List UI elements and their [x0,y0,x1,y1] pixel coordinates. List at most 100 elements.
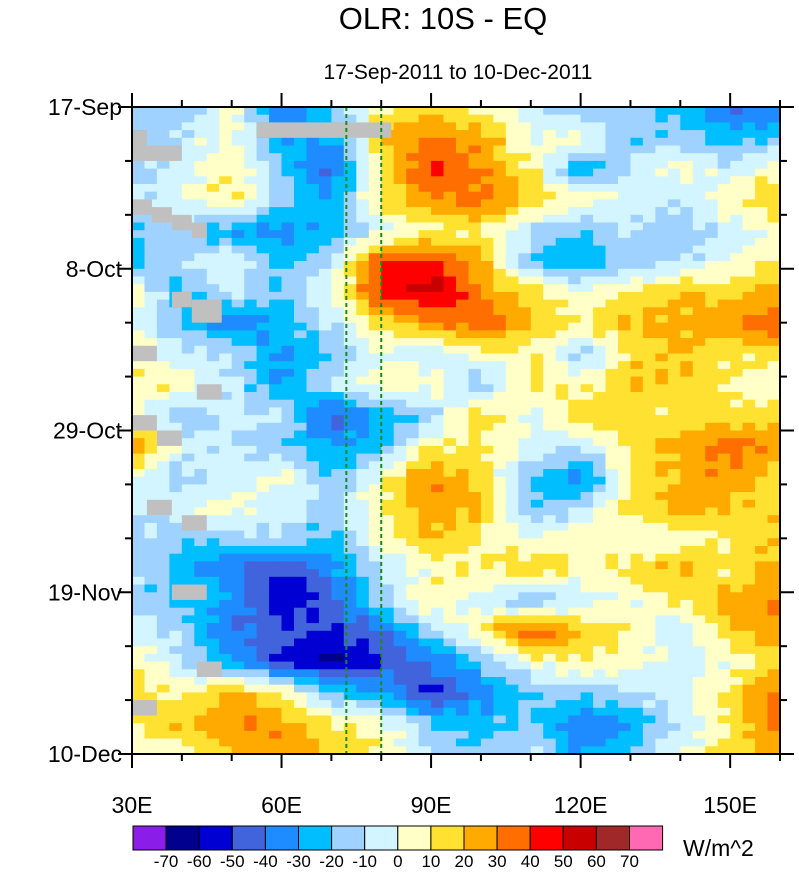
heatmap-cell [568,107,582,116]
heatmap-cell [568,576,582,586]
heatmap-cell [593,569,607,578]
heatmap-cell [680,245,694,254]
heatmap-cell [593,638,607,647]
heatmap-cell [219,214,233,224]
heatmap-cell [630,268,644,278]
heatmap-cell [181,230,195,239]
heatmap-cell [381,623,395,632]
heatmap-cell [144,315,158,324]
heatmap-cell [680,114,694,123]
heatmap-cell [393,569,407,578]
heatmap-cell [393,677,407,686]
heatmap-cell [281,600,295,609]
heatmap-cell [456,407,470,416]
heatmap-cell [630,700,644,709]
heatmap-cell [231,592,245,601]
heatmap-cell [755,499,769,509]
heatmap-cell [680,515,694,524]
heatmap-cell [443,538,457,547]
heatmap-cell [219,707,233,717]
heatmap-cell [530,492,544,501]
heatmap-cell [767,184,780,193]
heatmap-cell [356,576,370,586]
heatmap-cell [630,168,644,177]
heatmap-cell [156,522,170,532]
heatmap-cell [642,299,656,308]
heatmap-cell [717,160,731,170]
heatmap-cell [356,384,370,393]
heatmap-cell [231,569,245,578]
heatmap-cell [368,746,382,754]
colorbar-swatch [364,825,399,851]
heatmap-cell [505,276,519,285]
heatmap-cell [269,199,283,208]
heatmap-cell [630,530,644,539]
heatmap-cell [256,430,270,439]
heatmap-cell [568,376,582,385]
heatmap-cell [393,638,407,647]
heatmap-cell [642,122,656,131]
heatmap-cell [705,145,719,154]
heatmap-cell [705,515,719,524]
heatmap-cell [680,484,694,493]
heatmap-cell [755,430,769,439]
heatmap-cell [593,707,607,717]
heatmap-cell [281,338,295,347]
heatmap-cell [281,669,295,678]
heatmap-cell [742,422,756,432]
heatmap-cell [717,499,731,509]
heatmap-cell [219,646,233,655]
heatmap-cell [493,153,507,162]
heatmap-cell [456,376,470,385]
heatmap-cell [767,315,780,324]
heatmap-cell [755,160,769,170]
heatmap-cell [231,499,245,509]
heatmap-cell [692,553,706,562]
heatmap-cell [393,338,407,347]
heatmap-cell [568,145,582,154]
colorbar-label: 0 [393,852,402,869]
heatmap-cell [730,715,744,724]
heatmap-cell [555,291,569,301]
heatmap-cell [306,361,320,370]
heatmap-cell [219,230,233,239]
heatmap-cell [618,730,632,740]
heatmap-cell [269,584,283,593]
heatmap-cell [269,546,283,555]
heatmap-cell [368,184,382,193]
heatmap-cell [618,661,632,670]
heatmap-cell [431,153,445,162]
heatmap-cell [231,515,245,524]
heatmap-cell [667,253,681,262]
heatmap-cell [456,607,470,616]
heatmap-cell [343,453,357,462]
heatmap-cell [555,684,569,693]
heatmap-cell [618,399,632,408]
heatmap-cell [256,692,270,701]
heatmap-cell [381,168,395,177]
heatmap-cell [169,700,183,709]
heatmap-cell [331,184,345,193]
heatmap-cell [667,168,681,177]
colorbar-swatch [231,825,266,851]
heatmap-cell [618,584,632,593]
heatmap-cell [518,461,532,470]
heatmap-cell [568,476,582,485]
heatmap-cell [206,130,220,139]
heatmap-cell [705,538,719,547]
heatmap-cell [505,145,519,154]
heatmap-cell [580,692,594,701]
heatmap-cell [618,677,632,686]
heatmap-cell [555,438,569,447]
heatmap-cell [306,137,320,147]
heatmap-cell [368,692,382,701]
heatmap-cell [219,384,233,393]
heatmap-cell [456,669,470,678]
heatmap-cell [281,207,295,216]
heatmap-cell [356,237,370,247]
heatmap-cell [630,392,644,401]
heatmap-cell [555,237,569,247]
heatmap-cell [281,276,295,285]
heatmap-cell [580,137,594,147]
heatmap-cell [655,584,669,593]
